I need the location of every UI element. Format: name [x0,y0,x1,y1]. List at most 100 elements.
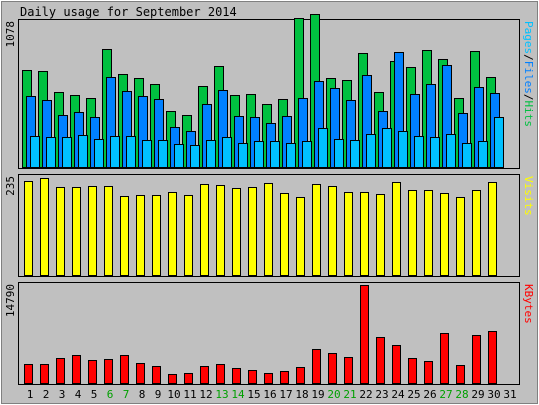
bar-visits-day-2 [40,178,49,276]
bar-visits-day-6 [104,186,113,276]
x-tick-label-day-13: 13 [215,388,228,401]
bar-visits-day-23 [376,194,385,276]
bar-pages-day-22 [366,134,376,168]
bar-pages-day-28 [462,143,472,168]
x-tick-label-day-26: 26 [423,388,436,401]
bar-visits-day-15 [248,187,257,276]
x-tick-label-day-18: 18 [295,388,308,401]
visits-max-label: 235 [4,176,17,196]
bar-visits-day-19 [312,184,321,276]
bar-visits-day-26 [424,190,433,276]
kbytes-max-label: 14790 [4,284,17,317]
bar-kbytes-day-9 [152,366,161,384]
bar-pages-day-13 [222,137,232,168]
bar-visits-day-28 [456,197,465,276]
bar-kbytes-day-25 [408,358,417,384]
x-tick-label-day-21: 21 [343,388,356,401]
x-axis-labels: 1 2 3 4 5 6 7 8 9 10 11 12 13 14 15 16 17 18 19 20 21 22 23 24 2… [27,388,517,401]
x-tick-label-day-31: 31 [503,388,516,401]
bar-pages-day-29 [478,141,488,168]
x-tick-label-day-17: 17 [279,388,292,401]
bar-pages-day-26 [430,137,440,168]
bar-pages-day-9 [158,140,168,168]
bar-pages-day-21 [350,140,360,168]
x-tick-label-day-6: 6 [107,388,114,401]
bar-visits-day-11 [184,195,193,276]
bar-kbytes-day-26 [424,361,433,384]
legend-pages-files-hits: Pages/Files/Hits [522,21,535,127]
x-tick-label-day-16: 16 [263,388,276,401]
bar-kbytes-day-18 [296,367,305,384]
bar-kbytes-day-23 [376,337,385,384]
bar-kbytes-day-1 [24,364,33,384]
bar-kbytes-day-19 [312,349,321,384]
bar-pages-day-8 [142,140,152,168]
bar-pages-day-4 [78,135,88,168]
legend-kbytes: KBytes [522,284,535,324]
panel-hits-files-pages-frame [18,19,520,169]
bar-kbytes-day-16 [264,373,273,384]
x-tick-label-day-5: 5 [91,388,98,401]
bar-visits-day-25 [408,190,417,276]
x-tick-label-day-14: 14 [231,388,245,401]
bar-kbytes-day-30 [488,331,497,384]
x-tick-label-day-7: 7 [123,388,130,401]
bar-kbytes-day-29 [472,335,481,384]
bar-pages-day-14 [238,143,248,168]
bar-pages-day-24 [398,131,408,168]
bar-visits-day-13 [216,185,225,276]
bar-kbytes-day-8 [136,363,145,384]
bar-kbytes-day-4 [72,355,81,384]
bar-kbytes-day-15 [248,370,257,384]
legend-part: / [522,54,535,61]
bar-kbytes-day-2 [40,364,49,384]
bar-visits-day-1 [24,181,33,276]
bar-pages-day-3 [62,137,72,168]
bar-visits-day-16 [264,183,273,276]
bar-pages-day-11 [190,145,200,168]
x-tick-label-day-2: 2 [43,388,50,401]
bar-kbytes-day-20 [328,353,337,384]
bar-visits-day-10 [168,192,177,276]
bar-visits-day-17 [280,193,289,276]
bar-kbytes-day-10 [168,374,177,384]
bar-pages-day-10 [174,144,184,168]
bar-visits-day-22 [360,192,369,276]
bar-visits-day-8 [136,195,145,276]
bar-kbytes-day-5 [88,360,97,384]
bar-pages-day-1 [30,136,40,168]
x-tick-label-day-11: 11 [183,388,196,401]
x-tick-label-day-9: 9 [155,388,162,401]
legend-part: Visits [522,176,535,216]
legend-visits: Visits [522,176,535,216]
panel-kbytes-frame [18,282,520,385]
chart-title: Daily usage for September 2014 [20,5,237,19]
x-tick-label-day-1: 1 [27,388,34,401]
legend-part: Hits [522,101,535,128]
x-tick-label-day-15: 15 [247,388,260,401]
bar-pages-day-27 [446,134,456,168]
x-tick-label-day-23: 23 [375,388,388,401]
x-tick-label-day-30: 30 [487,388,500,401]
bar-kbytes-day-17 [280,371,289,384]
legend-part: Files [522,61,535,94]
bar-visits-day-21 [344,192,353,276]
bar-kbytes-day-21 [344,357,353,384]
bar-kbytes-day-3 [56,358,65,384]
x-tick-label-day-10: 10 [167,388,180,401]
bar-kbytes-day-28 [456,365,465,384]
x-tick-label-day-25: 25 [407,388,420,401]
x-tick-label-day-22: 22 [359,388,372,401]
bar-visits-day-7 [120,196,129,276]
bar-kbytes-day-22 [360,285,369,384]
bar-pages-day-7 [126,136,136,168]
panel-visits-frame [18,174,520,277]
bar-pages-day-20 [334,139,344,168]
bar-kbytes-day-27 [440,333,449,384]
legend-part: / [522,94,535,101]
bar-pages-day-25 [414,136,424,168]
bar-pages-day-2 [46,137,56,168]
bar-visits-day-12 [200,184,209,276]
bar-visits-day-20 [328,186,337,276]
